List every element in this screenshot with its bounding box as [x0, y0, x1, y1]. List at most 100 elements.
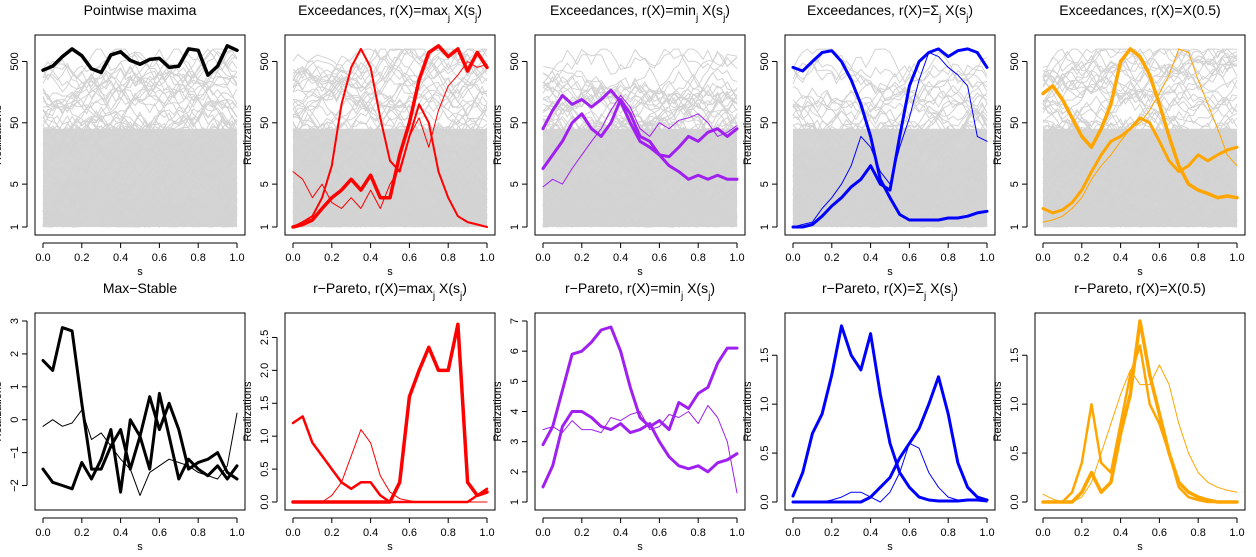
title-text: r−Pareto, r(X)=X(0.5): [1074, 280, 1206, 296]
background-realization-line: [292, 60, 488, 115]
background-realization-line: [292, 61, 488, 121]
y-tick-label: 0: [9, 417, 21, 423]
plot-frame: [34, 312, 246, 511]
background-realization-line: [1042, 48, 1238, 86]
background-realization-line: [42, 48, 238, 93]
background-realizations: [542, 48, 738, 228]
background-realization-line: [542, 88, 738, 128]
y-axis-label: Realizations: [992, 105, 1004, 165]
background-realization-line: [292, 48, 488, 105]
background-realization-line: [42, 51, 238, 109]
x-axis-label: s: [1137, 266, 1143, 278]
y-tick-label: 5: [1009, 181, 1021, 187]
series-line-1: [791, 49, 989, 222]
y-axis-label: Realizations: [742, 381, 754, 441]
y-tick-label: 1: [9, 224, 21, 230]
background-realization-line: [542, 80, 738, 134]
x-tick-label: 0.8: [441, 252, 456, 264]
background-realization-line: [1042, 59, 1238, 120]
title-subscript: j: [938, 13, 941, 24]
title-subscript: j: [965, 13, 968, 24]
y-tick-label: 1: [1009, 224, 1021, 230]
x-tick-label: 0.4: [113, 252, 128, 264]
title-text: ): [710, 280, 715, 296]
y-tick-label: 3: [509, 439, 521, 445]
background-realization-line: [42, 64, 238, 126]
chart-panel-3: Exceedances, r(X)=minj X(sj)0.0 0.2 0.4 0.6…: [492, 2, 746, 278]
x-tick-label: 0.2: [1074, 252, 1089, 264]
y-axis-label: Realizations: [242, 105, 254, 165]
chart-title: r−Pareto, r(X)=maxj X(sj): [313, 280, 467, 302]
x-axis-label: s: [137, 541, 143, 553]
series-line-2: [1041, 344, 1239, 504]
background-realization-line: [292, 88, 488, 122]
x-tick-label: 0.0: [535, 252, 550, 264]
y-tick-label: 0.5: [1009, 445, 1021, 460]
x-tick-label: 0.6: [1152, 252, 1167, 264]
background-realization-line: [1042, 48, 1238, 85]
title-text: r−Pareto, r(X)=max: [313, 280, 433, 296]
y-axis-label: Realizations: [0, 381, 4, 441]
chart-panel-8: r−Pareto, r(X)=minj X(sj)0.0 0.2 0.4 0.6 0.8…: [492, 280, 746, 553]
x-tick-label: 1.0: [979, 252, 994, 264]
series-group: [1041, 319, 1239, 504]
title-text: ): [953, 280, 958, 296]
x-tick-label: 0.8: [941, 527, 956, 539]
x-tick-label: 1.0: [479, 527, 494, 539]
x-tick-label: 0.4: [863, 252, 878, 264]
background-realization-line: [292, 93, 488, 139]
series-group: [291, 322, 489, 504]
x-tick-label: 1.0: [1229, 252, 1244, 264]
x-tick-label: 0.0: [285, 252, 300, 264]
series-line-2: [541, 410, 739, 489]
series-group: [791, 324, 989, 504]
x-tick-label: 1.0: [229, 527, 244, 539]
series-line-2: [292, 47, 488, 228]
title-text: ): [968, 2, 973, 18]
x-tick-label: 0.6: [402, 527, 417, 539]
y-tick-label: 50: [9, 117, 21, 129]
y-tick-label: 1: [259, 224, 271, 230]
series-line-2: [541, 98, 739, 181]
y-tick-label: 2: [9, 351, 21, 357]
title-text: Exceedances, r(X)=min: [550, 2, 696, 18]
title-text: ): [725, 2, 730, 18]
background-realization-line: [42, 48, 238, 117]
x-tick-label: 1.0: [729, 252, 744, 264]
series-line-1: [791, 324, 989, 503]
y-tick-label: 2.0: [259, 363, 271, 378]
series-line-3: [792, 52, 988, 228]
x-tick-label: 0.6: [152, 252, 167, 264]
y-tick-label: −1: [9, 446, 21, 459]
y-axis-label: Realizations: [492, 381, 504, 441]
x-tick-label: 0.8: [191, 527, 206, 539]
x-axis-label: s: [637, 266, 643, 278]
background-realization-line: [792, 82, 988, 118]
background-realization-line: [292, 55, 488, 118]
series-group: [291, 44, 489, 229]
x-tick-label: 0.8: [691, 252, 706, 264]
background-realization-line: [1042, 48, 1238, 106]
x-tick-label: 0.2: [574, 252, 589, 264]
series-line-2: [791, 375, 989, 504]
y-tick-label: 1: [9, 384, 21, 390]
background-realization-line: [792, 48, 988, 138]
series-line-2: [41, 391, 239, 494]
background-realization-line: [1042, 55, 1238, 107]
y-tick-label: 1: [759, 224, 771, 230]
background-realization-line: [792, 78, 988, 109]
y-tick-label: 7: [509, 318, 521, 324]
x-tick-label: 0.2: [74, 252, 89, 264]
y-tick-label: 0.5: [259, 461, 271, 476]
background-realization-line: [1042, 71, 1238, 102]
y-axis-label: Realizations: [742, 105, 754, 165]
title-text: X(s: [435, 280, 460, 296]
x-tick-label: 0.2: [824, 527, 839, 539]
y-tick-label: 500: [9, 52, 21, 70]
x-tick-label: 0.2: [324, 527, 339, 539]
x-tick-label: 0.4: [363, 527, 378, 539]
x-tick-label: 0.8: [941, 252, 956, 264]
x-tick-label: 0.6: [902, 527, 917, 539]
title-subscript: j: [722, 13, 725, 24]
